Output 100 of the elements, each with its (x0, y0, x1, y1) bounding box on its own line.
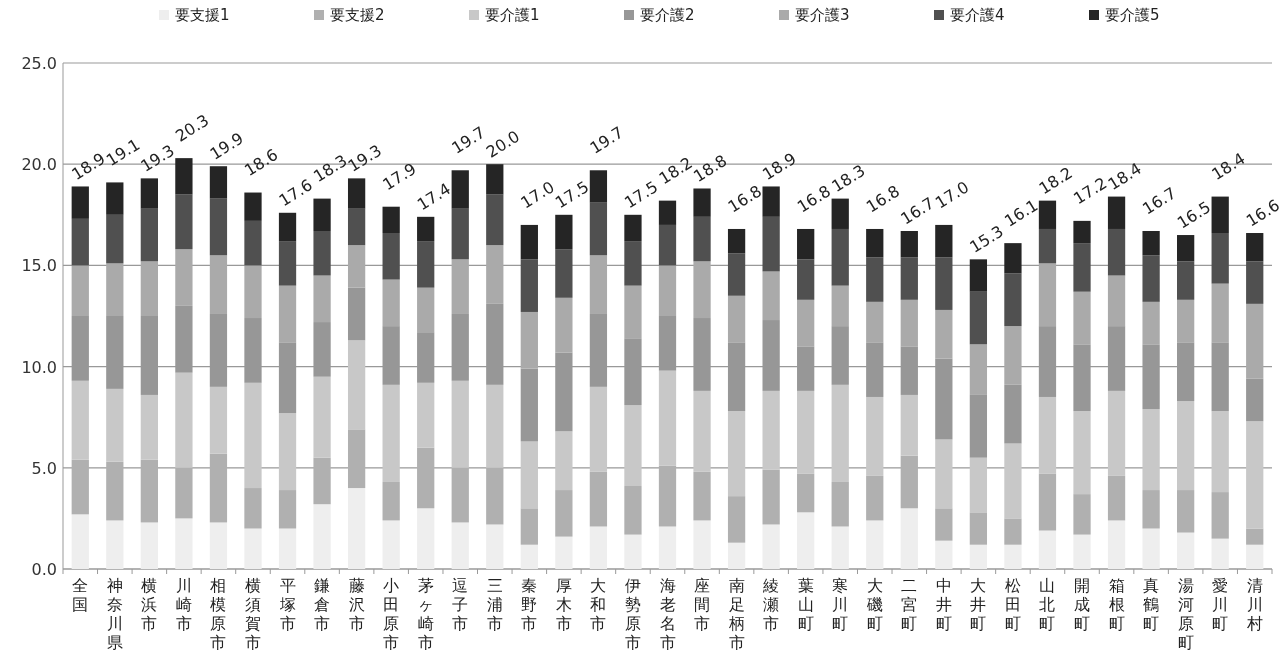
bar (1004, 544, 1022, 569)
bar (762, 469, 780, 525)
bar (762, 524, 780, 569)
bar (727, 411, 746, 497)
bar (175, 372, 193, 468)
x-tick-label: 箱根町 (1108, 576, 1125, 633)
bar (1246, 528, 1264, 545)
x-tick-label: 秦野市 (521, 576, 538, 633)
bar (900, 455, 918, 509)
bar (658, 224, 677, 266)
bar (486, 245, 504, 304)
x-tick-label: 南足柄市 (727, 576, 745, 652)
bar (313, 504, 331, 569)
legend-label: 要介護4 (950, 6, 1005, 24)
total-label: 16.8 (724, 181, 765, 217)
x-tick-label: 横須賀市 (244, 576, 261, 652)
bar (658, 265, 677, 316)
bar (589, 471, 608, 527)
x-tick-label: 二宮町 (901, 576, 918, 633)
bar (1004, 518, 1022, 545)
bar (209, 198, 228, 256)
bar (244, 265, 262, 319)
bar (520, 224, 538, 260)
bar (1246, 378, 1264, 422)
bar (313, 457, 331, 505)
x-tick-label: 神奈川県 (106, 576, 123, 652)
bar (417, 447, 435, 509)
bar (589, 526, 608, 569)
x-tick-label: 藤沢市 (348, 576, 365, 633)
bar (1246, 544, 1264, 569)
bar (382, 233, 400, 280)
bar (969, 512, 988, 545)
bar (1142, 490, 1160, 529)
bar (727, 295, 746, 343)
bar (382, 279, 400, 327)
bar (1073, 494, 1091, 535)
bar (347, 208, 366, 246)
bar (624, 405, 642, 487)
bar (1004, 443, 1022, 519)
bar (209, 522, 228, 569)
x-tick-label: 清川村 (1245, 576, 1263, 633)
bar (106, 182, 124, 215)
bar (1142, 528, 1160, 569)
bar (1073, 411, 1091, 495)
bar (71, 514, 89, 569)
bar (1038, 396, 1057, 474)
bar (1142, 409, 1160, 491)
bar (140, 261, 158, 316)
bar (555, 536, 573, 569)
bar (969, 259, 988, 292)
bar (451, 380, 469, 468)
legend-label: 要介護1 (485, 6, 540, 24)
y-tick-label: 10.0 (21, 357, 57, 377)
bar (1038, 263, 1057, 327)
bar (451, 467, 469, 523)
bar (1107, 196, 1126, 229)
bar (1211, 196, 1229, 234)
bar (417, 382, 435, 448)
bar (278, 212, 297, 242)
bar (762, 186, 780, 217)
bar (727, 228, 746, 254)
bar (1211, 538, 1229, 569)
bar (417, 241, 435, 288)
x-tick-label: 大和市 (590, 576, 607, 633)
bar (1038, 228, 1057, 264)
bar (935, 439, 953, 509)
bar (1246, 261, 1264, 304)
bar (831, 384, 849, 482)
bar (417, 287, 435, 333)
x-tick-label: 全国 (72, 576, 89, 614)
bar (451, 259, 469, 314)
x-tick-label: 座間市 (694, 576, 711, 633)
total-label: 16.5 (1173, 197, 1214, 233)
bar (1004, 273, 1022, 327)
bar (693, 216, 711, 262)
bar (1004, 326, 1022, 385)
bar (278, 490, 297, 529)
legend-label: 要介護3 (795, 6, 850, 24)
x-tick-label: 綾瀬市 (762, 576, 780, 633)
bar (797, 259, 815, 300)
bar (244, 220, 262, 266)
bar (106, 263, 124, 316)
bar (969, 344, 988, 395)
bar (693, 520, 711, 569)
bar (175, 518, 193, 569)
bar (866, 257, 884, 302)
x-tick-label: 山北町 (1039, 576, 1056, 633)
bar (1004, 384, 1022, 444)
bar (1038, 473, 1057, 531)
total-label: 16.6 (1242, 195, 1283, 231)
bar (106, 214, 124, 264)
bar (520, 259, 538, 312)
bar (347, 178, 366, 209)
bar (1142, 230, 1160, 256)
total-label: 19.7 (586, 122, 627, 158)
bar (866, 228, 884, 258)
bar (624, 241, 642, 286)
x-tick-label: 大井町 (970, 576, 987, 633)
bar (71, 459, 89, 515)
bar (762, 390, 780, 470)
